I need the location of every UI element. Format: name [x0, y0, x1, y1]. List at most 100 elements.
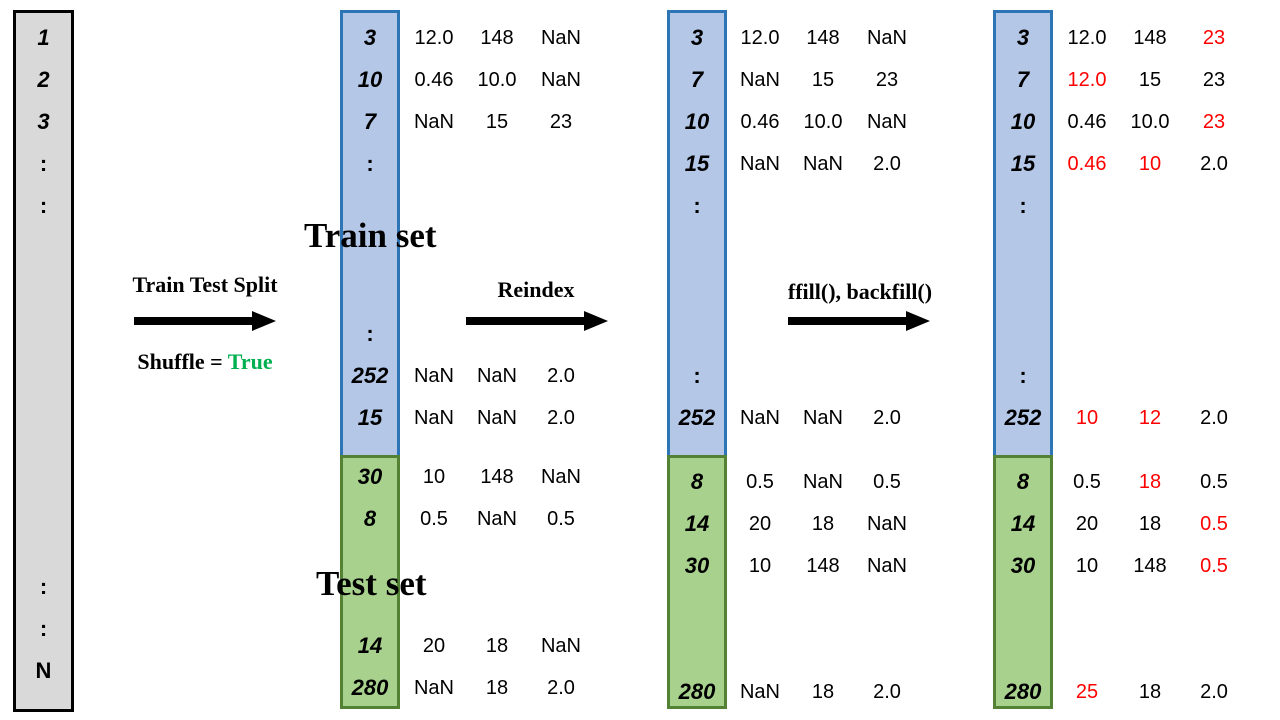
full-index-label: 3 [37, 109, 50, 134]
full-index-ellipsis: : [39, 616, 48, 641]
value-cell: NaN [802, 471, 843, 493]
value-cell: 148 [806, 27, 840, 49]
train-row-index: : [1019, 193, 1027, 218]
value-cell: NaN [476, 508, 517, 530]
value-cell: NaN [540, 466, 581, 488]
value-cell: 20 [422, 635, 446, 657]
train-row-index: 252 [1004, 405, 1042, 430]
value-cell: NaN [540, 27, 581, 49]
value-cell: 18 [1138, 513, 1162, 535]
train-row-index: : [1019, 363, 1027, 388]
value-cell: NaN [739, 681, 780, 703]
value-cell: 20 [1075, 513, 1099, 535]
train-row-index: 10 [357, 67, 383, 92]
value-cell: 0.5 [1200, 471, 1228, 493]
value-cell: 18 [485, 635, 509, 657]
value-cell: 2.0 [1200, 407, 1228, 429]
value-cell: NaN [802, 407, 843, 429]
value-cell: 2.0 [873, 407, 901, 429]
test-set-label: Test set [316, 564, 427, 603]
filled-value-cell: 23 [1202, 27, 1226, 49]
value-cell: NaN [476, 365, 517, 387]
value-cell: 15 [1138, 69, 1162, 91]
test-row-index: 8 [690, 469, 704, 494]
value-cell: NaN [540, 635, 581, 657]
train-row-index: 15 [1010, 151, 1036, 176]
value-cell: NaN [413, 677, 454, 699]
train-index-column [340, 10, 400, 455]
full-index-ellipsis: : [39, 574, 48, 599]
value-cell: 12.0 [414, 27, 454, 49]
test-index-column [667, 455, 727, 709]
value-cell: 18 [485, 677, 509, 699]
value-cell: 23 [549, 111, 573, 133]
value-cell: 148 [806, 555, 840, 577]
value-cell: 23 [1202, 69, 1226, 91]
test-index-column [340, 455, 400, 709]
train-row-index: : [693, 363, 701, 388]
value-cell: 2.0 [547, 407, 575, 429]
value-cell: 10 [422, 466, 446, 488]
value-cell: 15 [485, 111, 509, 133]
value-cell: NaN [476, 407, 517, 429]
value-cell: 0.5 [873, 471, 901, 493]
value-cell: NaN [866, 27, 907, 49]
train-index-column [993, 10, 1053, 455]
value-cell: 2.0 [1200, 153, 1228, 175]
full-index-label: 1 [37, 25, 50, 50]
filled-value-cell: 10 [1138, 153, 1162, 175]
test-row-index: 30 [1010, 553, 1036, 578]
shuffle-prefix: Shuffle = [137, 349, 228, 374]
value-cell: 23 [875, 69, 899, 91]
train-row-index: 7 [1016, 67, 1030, 92]
filled-value-cell: 12.0 [1067, 69, 1107, 91]
value-cell: NaN [540, 69, 581, 91]
value-cell: 0.46 [1067, 111, 1107, 133]
test-row-index: 8 [1016, 469, 1030, 494]
test-row-index: 280 [1004, 679, 1042, 704]
fill-arrow-icon [788, 311, 930, 331]
value-cell: 148 [480, 466, 514, 488]
train-row-index: 15 [357, 405, 383, 430]
train-row-index: 15 [684, 151, 710, 176]
value-cell: 18 [1138, 681, 1162, 703]
value-cell: 148 [480, 27, 514, 49]
value-cell: 10.0 [803, 111, 843, 133]
filled-value-cell: 25 [1075, 681, 1099, 703]
value-cell: 0.46 [414, 69, 454, 91]
value-cell: NaN [413, 365, 454, 387]
full-index-ellipsis: : [39, 193, 48, 218]
train-row-index: : [366, 151, 374, 176]
train-row-index: 10 [1010, 109, 1036, 134]
filled-value-cell: 18 [1138, 471, 1162, 493]
train-row-index: 7 [363, 109, 377, 134]
value-cell: 10 [1075, 555, 1099, 577]
value-cell: 18 [811, 681, 835, 703]
value-cell: 20 [748, 513, 772, 535]
filled-value-cell: 12 [1138, 407, 1162, 429]
filled-value-cell: 10 [1075, 407, 1099, 429]
value-cell: 0.5 [547, 508, 575, 530]
value-cell: NaN [739, 69, 780, 91]
value-cell: 148 [1133, 555, 1167, 577]
split-step-label: Train Test Split [132, 272, 278, 297]
value-cell: NaN [802, 153, 843, 175]
full-index-ellipsis: : [39, 151, 48, 176]
value-cell: 148 [1133, 27, 1167, 49]
value-cell: 2.0 [873, 153, 901, 175]
train-row-index: 3 [1016, 25, 1030, 50]
test-row-index: 14 [684, 511, 710, 536]
full-index-last: N [35, 658, 52, 683]
filled-value-cell: 23 [1202, 111, 1226, 133]
train-row-index: 252 [351, 363, 389, 388]
value-cell: NaN [739, 153, 780, 175]
value-cell: 10.0 [1130, 111, 1170, 133]
filled-value-cell: 0.5 [1200, 513, 1228, 535]
fill-step-label: ffill(), backfill() [787, 279, 933, 304]
shuffle-value: True [227, 349, 273, 374]
test-row-index: 280 [678, 679, 716, 704]
train-row-index: : [366, 321, 374, 346]
value-cell: 0.5 [420, 508, 448, 530]
test-row-index: 30 [357, 464, 383, 489]
value-cell: 12.0 [1067, 27, 1107, 49]
